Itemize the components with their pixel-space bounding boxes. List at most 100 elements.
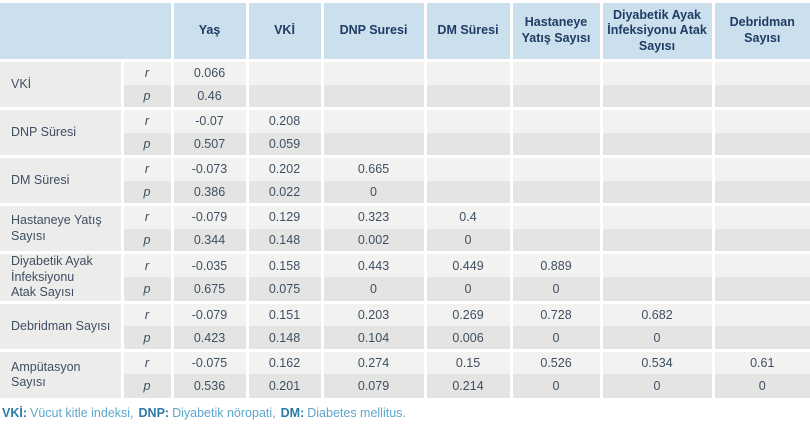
table-row-p: p 0.423 0.148 0.104 0.006 0 0	[0, 326, 810, 351]
table-row-r: Debridman Sayısı r -0.079 0.151 0.203 0.269 0.…	[0, 300, 810, 351]
value-cell-r: 0.129	[245, 203, 322, 229]
table-row-r: Ampütasyon Sayısı r -0.075 0.162 0.274 0.15 0.…	[0, 348, 810, 399]
value-cell-p: 0.079	[320, 374, 425, 399]
value-cell-p	[320, 84, 425, 109]
row-label: VKİ	[0, 59, 122, 109]
value-cell-p: 0.006	[423, 326, 511, 351]
stat-label-r: r	[120, 251, 172, 278]
value-cell-p	[711, 132, 810, 157]
value-cell-r: 0.889	[509, 251, 601, 278]
stat-label-r: r	[120, 348, 172, 375]
row-label: DM Süresi	[0, 155, 122, 205]
value-cell-r	[423, 155, 511, 181]
column-header-2: DNP Suresi	[320, 3, 425, 61]
value-cell-p: 0.022	[245, 180, 322, 205]
value-cell-r	[320, 107, 425, 133]
stat-label-p: p	[120, 132, 172, 157]
footnote-desc: Vücut kitle indeksi,	[30, 406, 134, 421]
value-cell-p	[423, 84, 511, 109]
footnote-abbr: DNP:	[138, 406, 170, 421]
table-row-p: p 0.46	[0, 84, 810, 109]
corner-cell	[0, 3, 172, 61]
value-cell-p: 0.002	[320, 228, 425, 253]
value-cell-r: 0.61	[711, 348, 810, 375]
value-cell-r	[509, 203, 601, 229]
value-cell-r: 0.202	[245, 155, 322, 181]
value-cell-r: 0.208	[245, 107, 322, 133]
value-cell-p: 0	[320, 277, 425, 303]
stat-label-r: r	[120, 59, 172, 85]
value-cell-r	[509, 107, 601, 133]
value-cell-r	[509, 155, 601, 181]
table-row-r: VKİ r 0.066	[0, 59, 810, 109]
value-cell-r: 0.066	[170, 59, 247, 85]
value-cell-r	[599, 59, 713, 85]
stat-label-p: p	[120, 84, 172, 109]
row-label: Debridman Sayısı	[0, 300, 122, 351]
value-cell-p	[320, 132, 425, 157]
value-cell-p: 0.386	[170, 180, 247, 205]
stat-label-r: r	[120, 300, 172, 327]
value-cell-p: 0	[509, 326, 601, 351]
value-cell-p: 0	[509, 277, 601, 303]
table-row-p: p 0.386 0.022 0	[0, 180, 810, 205]
footnote-abbr: DM:	[280, 406, 305, 421]
value-cell-p	[711, 180, 810, 205]
table-row-p: p 0.507 0.059	[0, 132, 810, 157]
value-cell-r: 0.526	[509, 348, 601, 375]
row-label: DNP Süresi	[0, 107, 122, 157]
value-cell-p: 0.104	[320, 326, 425, 351]
value-cell-p: 0	[599, 326, 713, 351]
value-cell-r: -0.075	[170, 348, 247, 375]
value-cell-p	[423, 132, 511, 157]
value-cell-r	[711, 155, 810, 181]
value-cell-r	[711, 107, 810, 133]
value-cell-r: 0.323	[320, 203, 425, 229]
column-header-4: Hastaneye Yatış Sayısı	[509, 3, 601, 61]
stat-label-p: p	[120, 228, 172, 253]
value-cell-p	[599, 132, 713, 157]
value-cell-r	[711, 251, 810, 278]
value-cell-r: 0.162	[245, 348, 322, 375]
footnote: VKİ: Vücut kitle indeksi, DNP: Diyabetik nö…	[0, 405, 810, 421]
value-cell-r	[711, 59, 810, 85]
value-cell-r	[599, 251, 713, 278]
value-cell-p: 0.675	[170, 277, 247, 303]
value-cell-p: 0.059	[245, 132, 322, 157]
correlation-table-page: Yaş VKİ DNP Suresi DM Süresi Hastaneye Yatış…	[0, 3, 810, 421]
value-cell-p: 0.46	[170, 84, 247, 109]
value-cell-p: 0	[599, 374, 713, 399]
value-cell-r: 0.269	[423, 300, 511, 327]
value-cell-r	[599, 203, 713, 229]
value-cell-p: 0	[423, 277, 511, 303]
value-cell-r: -0.079	[170, 203, 247, 229]
row-label: Hastaneye Yatış Sayısı	[0, 203, 122, 253]
value-cell-p	[599, 84, 713, 109]
value-cell-r: 0.665	[320, 155, 425, 181]
footnote-abbr: VKİ:	[2, 406, 27, 421]
row-label: Diyabetik Ayak İnfeksiyonu Atak Sayısı	[0, 251, 122, 303]
value-cell-p: 0	[711, 374, 810, 399]
value-cell-r: 0.15	[423, 348, 511, 375]
value-cell-r	[423, 59, 511, 85]
value-cell-r: 0.274	[320, 348, 425, 375]
value-cell-r	[423, 107, 511, 133]
value-cell-r	[599, 107, 713, 133]
stat-label-p: p	[120, 277, 172, 303]
value-cell-r: -0.079	[170, 300, 247, 327]
table-row-p: p 0.536 0.201 0.079 0.214 0 0 0	[0, 374, 810, 399]
value-cell-p: 0.507	[170, 132, 247, 157]
value-cell-r: 0.151	[245, 300, 322, 327]
value-cell-p	[509, 180, 601, 205]
value-cell-p: 0.075	[245, 277, 322, 303]
value-cell-p	[509, 228, 601, 253]
value-cell-p	[423, 180, 511, 205]
value-cell-r: -0.035	[170, 251, 247, 278]
table-row-p: p 0.344 0.148 0.002 0	[0, 228, 810, 253]
value-cell-r: 0.449	[423, 251, 511, 278]
header-row: Yaş VKİ DNP Suresi DM Süresi Hastaneye Yatış…	[0, 3, 810, 61]
stat-label-r: r	[120, 107, 172, 133]
value-cell-r: -0.073	[170, 155, 247, 181]
value-cell-r: 0.534	[599, 348, 713, 375]
value-cell-p: 0.148	[245, 326, 322, 351]
